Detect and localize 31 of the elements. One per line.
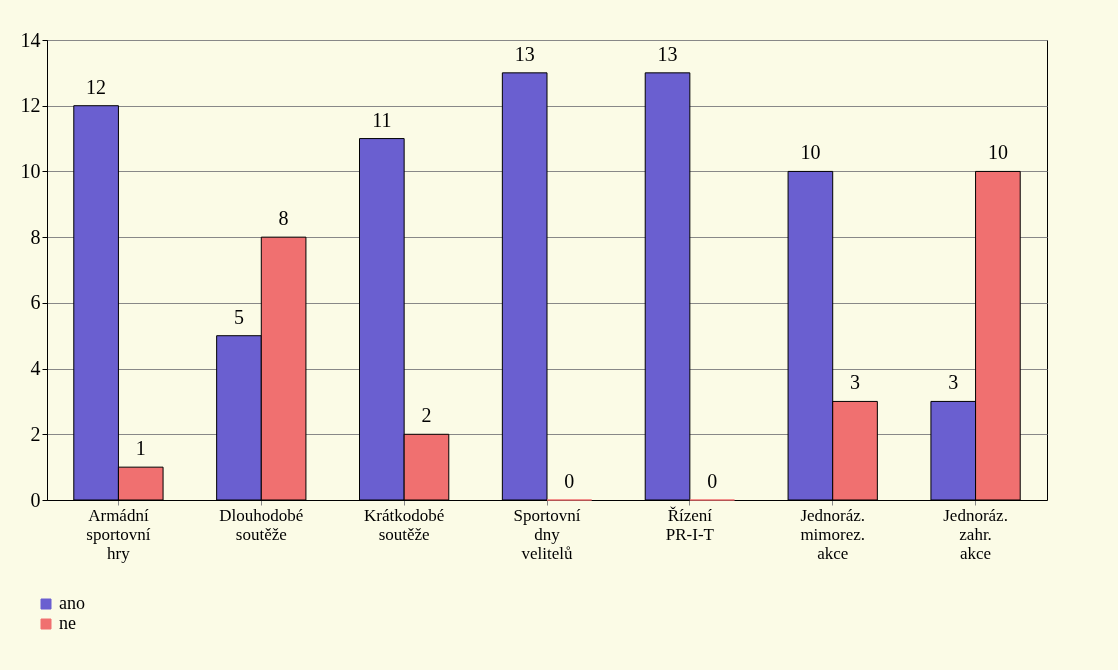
- y-tick-label: 12: [20, 94, 41, 117]
- data-label: 10: [800, 141, 821, 164]
- y-tick-label: 4: [30, 357, 41, 380]
- x-tick-label: Jednoráz. mimorez. akce: [800, 505, 866, 563]
- legend-label: ne: [59, 613, 76, 633]
- x-tick-label: Řízení PR-I-T: [665, 505, 715, 544]
- y-tick-label: 2: [30, 422, 41, 445]
- data-label: 11: [372, 108, 392, 131]
- data-label: 10: [987, 141, 1008, 164]
- x-tick-label: Armádní sportovní hry: [86, 505, 151, 563]
- data-label: 0: [564, 470, 575, 492]
- y-tick-label: 8: [30, 225, 41, 248]
- x-tick-label: Sportovní dny velitelů: [513, 505, 581, 563]
- y-tick-label: 0: [30, 488, 41, 511]
- data-label: 3: [850, 371, 861, 394]
- x-tick-label: Dlouhodobé soutěže: [219, 505, 304, 544]
- y-tick-label: 14: [20, 28, 41, 51]
- data-label: 5: [233, 305, 244, 328]
- data-label: 8: [278, 207, 289, 230]
- data-label: 2: [421, 404, 432, 427]
- legend-label: ano: [59, 593, 85, 613]
- x-tick-label: Krátkodobé soutěže: [364, 505, 445, 544]
- data-label: 0: [707, 470, 718, 492]
- data-label: 13: [657, 42, 678, 65]
- y-tick-label: 6: [30, 291, 41, 314]
- data-label: 3: [948, 371, 959, 394]
- data-label: 1: [135, 437, 146, 460]
- data-label: 13: [514, 42, 535, 65]
- x-tick-label: Jednoráz. zahr. akce: [943, 505, 1008, 563]
- y-tick-label: 10: [20, 159, 41, 182]
- data-label: 12: [86, 75, 107, 98]
